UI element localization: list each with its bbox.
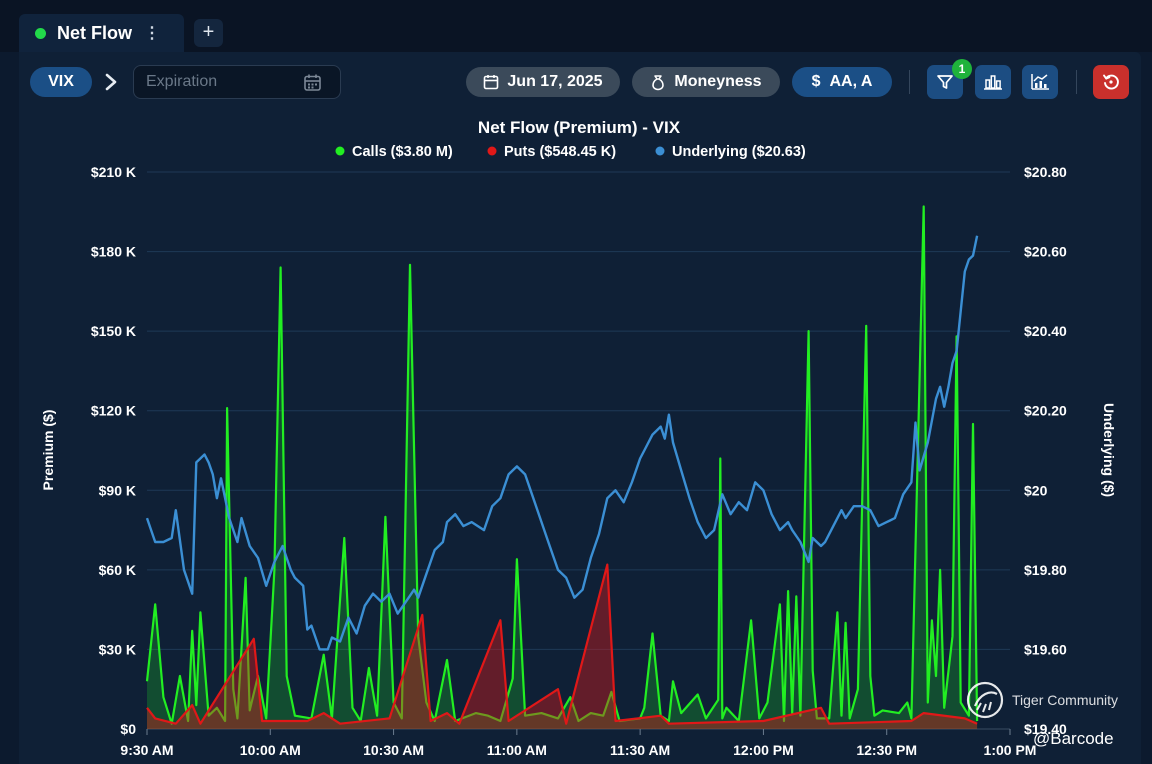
legend-item[interactable]: Puts ($548.45 K)	[504, 144, 616, 160]
tab-net-flow[interactable]: Net Flow ⋮	[19, 14, 184, 52]
bar-chart-button[interactable]	[975, 65, 1011, 99]
symbol-button[interactable]: VIX	[30, 67, 92, 97]
legend-marker[interactable]	[335, 146, 345, 156]
y2-tick-label: $20.40	[1024, 323, 1067, 339]
add-tab-button[interactable]: +	[194, 19, 223, 47]
date-button[interactable]: Jun 17, 2025	[466, 67, 620, 97]
chevron-right-icon	[105, 73, 117, 91]
chart-title: Net Flow (Premium) - VIX	[478, 118, 681, 137]
bar-chart-icon	[984, 75, 1002, 90]
vertical-dots-icon[interactable]: ⋮	[144, 25, 160, 42]
moneyness-label: Moneyness	[674, 73, 762, 90]
dollar-icon: $	[811, 73, 821, 90]
legend-marker[interactable]	[487, 146, 497, 156]
status-dot	[35, 27, 46, 39]
tab-title: Net Flow	[57, 22, 132, 43]
y-tick-label: $210 K	[91, 164, 136, 180]
moneyness-button[interactable]: Moneyness	[632, 67, 780, 97]
x-tick-label: 10:30 AM	[363, 742, 424, 758]
x-tick-label: 1:00 PM	[984, 742, 1037, 758]
y2-tick-label: $20.60	[1024, 244, 1067, 260]
y-axis-label: Premium ($)	[40, 410, 56, 491]
x-tick-label: 9:30 AM	[120, 742, 173, 758]
y-axis-left: $0 $30 K $60 K $90 K $120 K $150 K $180 K $210 …	[91, 164, 136, 737]
accounts-button[interactable]: $ AA, A	[792, 67, 892, 97]
y2-tick-label: $20	[1024, 482, 1048, 498]
calendar-icon	[484, 75, 499, 90]
toolbar-divider	[909, 70, 910, 94]
x-tick-label: 10:00 AM	[240, 742, 301, 758]
y-tick-label: $30 K	[99, 641, 136, 657]
expiration-placeholder: Expiration	[146, 73, 218, 90]
filter-count-badge: 1	[952, 59, 972, 79]
y-axis-right: $19.40 $19.60 $19.80 $20 $20.20 $20.40 $20.60 $…	[1024, 164, 1067, 737]
accounts-label: AA, A	[829, 73, 873, 90]
moneybag-icon	[652, 74, 665, 90]
filter-icon	[937, 75, 953, 89]
x-axis: 9:30 AM 10:00 AM 10:30 AM 11:00 AM 11:30 AM 1…	[120, 729, 1036, 758]
y2-tick-label: $19.60	[1024, 641, 1067, 657]
legend-item[interactable]: Calls ($3.80 M)	[352, 144, 453, 160]
y-tick-label: $60 K	[99, 562, 136, 578]
expiration-input[interactable]: Expiration	[133, 65, 341, 99]
x-tick-label: 12:00 PM	[733, 742, 794, 758]
series-line	[146, 563, 978, 725]
tiger-community-logo	[966, 681, 1004, 719]
y-tick-label: $0	[120, 721, 136, 737]
chart-icon	[1031, 74, 1049, 90]
legend-marker[interactable]	[655, 146, 665, 156]
y2-tick-label: $20.20	[1024, 403, 1067, 419]
calendar-icon	[304, 74, 321, 91]
plot-area	[145, 205, 979, 729]
symbol-label: VIX	[48, 73, 74, 90]
reset-button[interactable]	[1093, 65, 1129, 99]
y2-tick-label: $19.40	[1024, 721, 1067, 737]
chart-panel	[19, 52, 1141, 764]
legend-item[interactable]: Underlying ($20.63)	[672, 144, 806, 160]
y-tick-label: $90 K	[99, 482, 136, 498]
x-tick-label: 12:30 PM	[856, 742, 917, 758]
tab-strip: Net Flow ⋮ +	[0, 0, 1152, 52]
series-area	[147, 564, 978, 729]
reset-icon	[1103, 74, 1119, 90]
y-tick-label: $150 K	[91, 323, 136, 339]
combo-chart-button[interactable]	[1022, 65, 1058, 99]
x-tick-label: 11:00 AM	[487, 742, 547, 758]
y-tick-label: $180 K	[91, 244, 136, 260]
y2-tick-label: $20.80	[1024, 164, 1067, 180]
series-area	[147, 206, 978, 729]
y2-axis-label: Underlying ($)	[1101, 403, 1117, 497]
series-line	[145, 205, 979, 725]
chart-legend: Calls ($3.80 M) Puts ($548.45 K) Underlyin…	[335, 144, 806, 160]
y-tick-label: $120 K	[91, 403, 136, 419]
date-label: Jun 17, 2025	[507, 73, 603, 90]
toolbar-divider	[1076, 70, 1077, 94]
underlying-line	[145, 235, 979, 651]
watermark-handle: @Barcode	[1033, 729, 1114, 748]
watermark-community: Tiger Community	[1012, 692, 1118, 708]
y2-tick-label: $19.80	[1024, 562, 1067, 578]
x-tick-label: 11:30 AM	[610, 742, 670, 758]
